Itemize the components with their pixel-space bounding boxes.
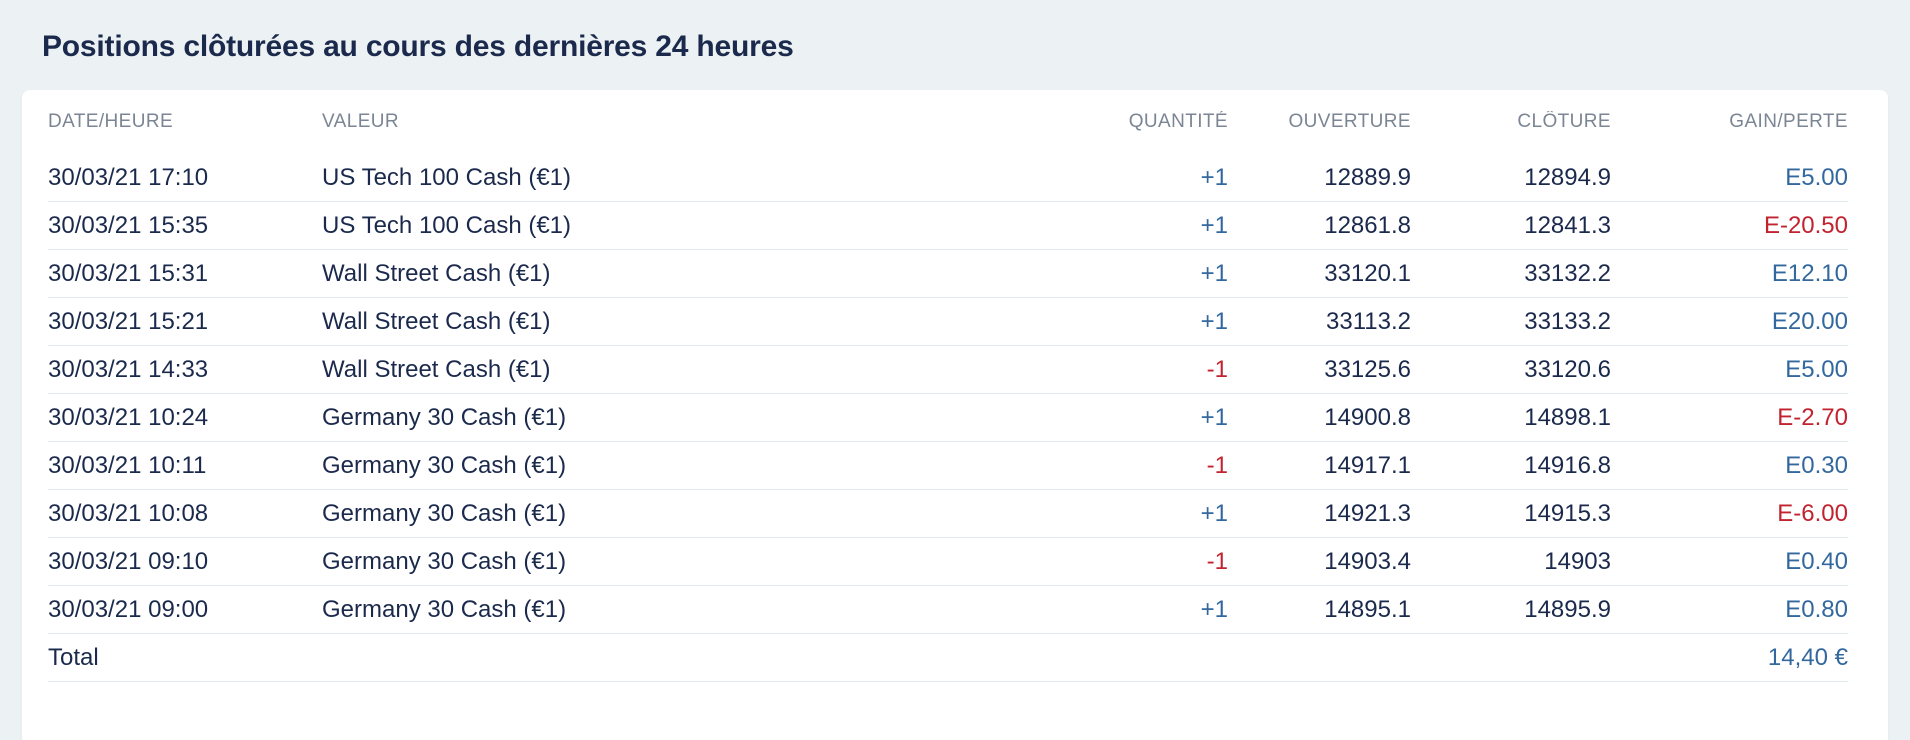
- closed-positions-card: DATE/HEURE VALEUR QUANTITÉ OUVERTURE CLÔTURE…: [22, 90, 1888, 740]
- column-header-open: OUVERTURE: [1288, 111, 1411, 132]
- column-header-datetime: DATE/HEURE: [48, 111, 174, 132]
- cell-open: 14900.8: [1324, 403, 1411, 431]
- cell-gain: E20.00: [1771, 307, 1848, 335]
- table-row: 30/03/21 15:35 US Tech 100 Cash (€1) +1 128…: [48, 202, 1848, 250]
- cell-close: 14903: [1544, 547, 1611, 575]
- cell-close: 14915.3: [1524, 499, 1611, 527]
- cell-datetime: 30/03/21 09:10: [48, 547, 209, 575]
- cell-open: 14903.4: [1324, 547, 1411, 575]
- cell-valeur: Germany 30 Cash (€1): [322, 451, 567, 479]
- table-row: 30/03/21 15:21 Wall Street Cash (€1) +1 331…: [48, 298, 1848, 346]
- table-row: 30/03/21 10:11 Germany 30 Cash (€1) -1 1491…: [48, 442, 1848, 490]
- cell-close: 14895.9: [1524, 595, 1611, 623]
- table-header: DATE/HEURE VALEUR QUANTITÉ OUVERTURE CLÔTURE…: [48, 90, 1848, 154]
- cell-open: 33125.6: [1324, 355, 1411, 383]
- cell-valeur: US Tech 100 Cash (€1): [322, 211, 572, 239]
- cell-open: 12889.9: [1324, 163, 1411, 191]
- table-row: 30/03/21 17:10 US Tech 100 Cash (€1) +1 128…: [48, 154, 1848, 202]
- cell-open: 14921.3: [1324, 499, 1411, 527]
- cell-gain: E0.80: [1785, 595, 1848, 623]
- cell-open: 33120.1: [1324, 259, 1411, 287]
- cell-close: 12841.3: [1524, 211, 1611, 239]
- cell-valeur: Wall Street Cash (€1): [322, 355, 551, 383]
- table-row: 30/03/21 15:31 Wall Street Cash (€1) +1 331…: [48, 250, 1848, 298]
- cell-valeur: Germany 30 Cash (€1): [322, 403, 567, 431]
- cell-datetime: 30/03/21 10:24: [48, 403, 209, 431]
- cell-datetime: 30/03/21 09:00: [48, 595, 209, 623]
- cell-valeur: Germany 30 Cash (€1): [322, 499, 567, 527]
- cell-datetime: 30/03/21 10:08: [48, 499, 209, 527]
- total-row: Total 14,40 €: [48, 634, 1848, 682]
- table-body: 30/03/21 17:10 US Tech 100 Cash (€1) +1 128…: [48, 154, 1848, 634]
- cell-quantity: +1: [1200, 403, 1228, 431]
- cell-open: 14895.1: [1324, 595, 1411, 623]
- table-row: 30/03/21 10:08 Germany 30 Cash (€1) +1 1492…: [48, 490, 1848, 538]
- cell-quantity: -1: [1206, 451, 1228, 479]
- column-header-quantity: QUANTITÉ: [1128, 111, 1228, 132]
- cell-open: 12861.8: [1324, 211, 1411, 239]
- table-row: 30/03/21 10:24 Germany 30 Cash (€1) +1 1490…: [48, 394, 1848, 442]
- cell-valeur: US Tech 100 Cash (€1): [322, 163, 572, 191]
- cell-close: 14916.8: [1524, 451, 1611, 479]
- cell-close: 33120.6: [1524, 355, 1611, 383]
- cell-datetime: 30/03/21 17:10: [48, 163, 209, 191]
- total-value: 14,40 €: [1767, 643, 1848, 671]
- cell-gain: E12.10: [1771, 259, 1848, 287]
- cell-datetime: 30/03/21 15:31: [48, 259, 209, 287]
- cell-gain: E0.30: [1785, 451, 1848, 479]
- cell-valeur: Germany 30 Cash (€1): [322, 595, 567, 623]
- cell-close: 33132.2: [1524, 259, 1611, 287]
- table-row: 30/03/21 14:33 Wall Street Cash (€1) -1 331…: [48, 346, 1848, 394]
- cell-datetime: 30/03/21 14:33: [48, 355, 209, 383]
- cell-quantity: +1: [1200, 595, 1228, 623]
- cell-quantity: +1: [1200, 211, 1228, 239]
- cell-quantity: +1: [1200, 499, 1228, 527]
- column-header-close: CLÔTURE: [1517, 111, 1611, 132]
- cell-quantity: +1: [1200, 307, 1228, 335]
- cell-valeur: Wall Street Cash (€1): [322, 307, 551, 335]
- cell-datetime: 30/03/21 15:35: [48, 211, 209, 239]
- cell-gain: E-6.00: [1777, 499, 1848, 527]
- cell-gain: E-2.70: [1777, 403, 1848, 431]
- cell-open: 33113.2: [1326, 307, 1411, 335]
- cell-quantity: +1: [1200, 163, 1228, 191]
- cell-quantity: -1: [1206, 355, 1228, 383]
- total-label: Total: [48, 643, 99, 671]
- cell-datetime: 30/03/21 15:21: [48, 307, 209, 335]
- cell-gain: E5.00: [1785, 355, 1848, 383]
- column-header-gain: GAIN/PERTE: [1729, 111, 1848, 132]
- cell-close: 12894.9: [1524, 163, 1611, 191]
- cell-datetime: 30/03/21 10:11: [48, 451, 207, 479]
- cell-gain: E0.40: [1785, 547, 1848, 575]
- cell-gain: E-20.50: [1763, 211, 1848, 239]
- page-title: Positions clôturées au cours des dernièr…: [42, 30, 794, 63]
- cell-quantity: +1: [1200, 259, 1228, 287]
- column-header-valeur: VALEUR: [322, 111, 400, 132]
- cell-gain: E5.00: [1785, 163, 1848, 191]
- cell-open: 14917.1: [1324, 451, 1411, 479]
- table-row: 30/03/21 09:00 Germany 30 Cash (€1) +1 1489…: [48, 586, 1848, 634]
- cell-valeur: Wall Street Cash (€1): [322, 259, 551, 287]
- table-row: 30/03/21 09:10 Germany 30 Cash (€1) -1 1490…: [48, 538, 1848, 586]
- cell-close: 33133.2: [1524, 307, 1611, 335]
- cell-valeur: Germany 30 Cash (€1): [322, 547, 567, 575]
- cell-quantity: -1: [1206, 547, 1228, 575]
- cell-close: 14898.1: [1524, 403, 1611, 431]
